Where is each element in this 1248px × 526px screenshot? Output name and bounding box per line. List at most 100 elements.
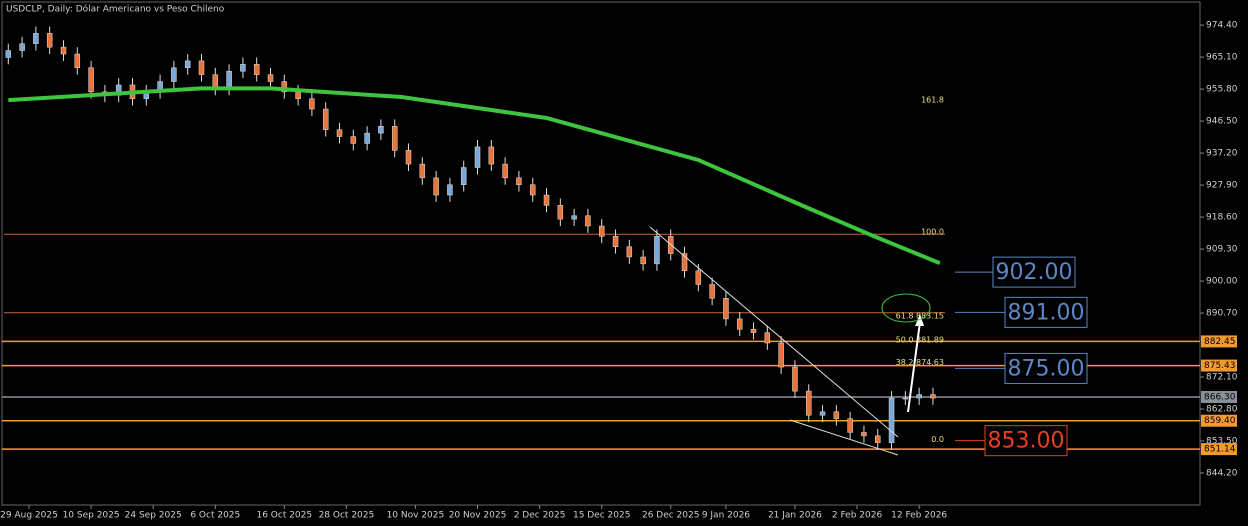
x-tick-label: 21 Jan 2026 [768,511,822,521]
target-box [984,425,1068,457]
y-tick-label: 918.60 [1206,213,1238,223]
fib-label: 38.2 874.63 [896,358,944,367]
target-label: 875.00 [1008,356,1085,381]
candle-body [212,74,219,89]
x-tick-label: 15 Dec 2025 [573,511,631,521]
candle-body [764,332,771,344]
highlight-ellipse [881,293,931,323]
candle-body [543,194,550,206]
candle-body [267,74,274,82]
candle-body [930,394,936,399]
candle-body [847,418,853,433]
candle-body [640,256,646,265]
candle-body [419,163,426,179]
candle-body [709,284,715,299]
candle-body [88,67,94,93]
candle-body [433,177,439,196]
level-label-box [1201,359,1237,372]
candle-body [805,390,812,416]
y-tick-label: 900.00 [1206,277,1238,287]
x-tick-label: 6 Oct 2025 [190,511,240,521]
x-tick-label: 2 Dec 2025 [514,511,566,521]
candle-body [447,184,453,196]
y-tick-label: 862.80 [1206,405,1238,415]
candle-body [792,366,798,392]
annotations [649,226,931,456]
fib-label: 161.8 [921,96,944,105]
y-tick-label: 872.10 [1206,373,1238,383]
candle-body [502,163,508,179]
y-tick-label: 946.50 [1206,117,1238,127]
y-tick-label: 974.40 [1206,21,1238,31]
candle-body [833,411,840,419]
level-label-box [1201,335,1237,348]
candle-body [874,435,881,443]
candle-body [695,270,702,285]
candle-body [46,33,53,48]
target-box [1004,296,1088,328]
x-tick-label: 28 Oct 2025 [319,511,375,521]
candle-body [571,215,577,220]
candle-body [654,236,660,265]
target-label: 902.00 [996,260,1073,285]
candle-body [626,246,633,258]
candle-body [681,253,688,271]
x-tick-label: 9 Jan 2026 [702,511,750,521]
candle-body [350,136,357,144]
target-box [992,256,1076,288]
level-label: 859.40 [1204,416,1236,426]
candle-body [226,70,232,89]
candle-body [281,81,288,93]
candle-body [253,64,260,75]
candle-body [612,236,619,247]
y-tick-label: 955.80 [1206,85,1238,95]
candle-body [750,328,757,333]
target-label: 853.00 [988,429,1065,454]
candle-body [516,177,522,185]
level-label: 882.45 [1204,337,1236,347]
x-tick-label: 12 Feb 2026 [891,511,947,521]
candle-body [557,205,564,220]
x-tick-label: 10 Sep 2025 [63,511,120,521]
candle-body [336,129,343,137]
candle-body [474,146,481,168]
trend-line [649,226,899,438]
candle-body [585,215,591,227]
candle-body [460,167,467,185]
candle-body [861,432,867,437]
moving-average [8,86,941,266]
candle-body [736,318,743,330]
fib-label: 100.0 [921,227,944,236]
x-tick-label: 20 Nov 2025 [449,511,507,521]
arrow [907,321,921,413]
x-tick-label: 24 Sep 2025 [125,511,182,521]
candle-body [74,53,81,69]
candle-body [5,50,12,58]
fib-label: 0.0 [931,435,944,444]
y-tick-label: 937.20 [1206,149,1238,159]
candle-body [364,132,370,144]
x-tick-label: 2 Feb 2026 [832,511,883,521]
chart-title: USDCLP, Daily: Dólar Americano vs Peso C… [6,4,225,15]
candle-body [19,43,25,51]
candle-body [529,184,536,196]
target-label: 891.00 [1008,300,1085,325]
candle-body [391,126,398,151]
candle-body [309,98,315,110]
candle-body [405,150,412,165]
level-label: 866.30 [1204,392,1236,402]
candle-body [488,146,495,165]
candle-body [819,411,826,416]
plot-frame [1,1,1201,506]
level-label-box [1201,390,1237,403]
candle-body [723,298,729,320]
candle-body [33,33,39,44]
candle-body [198,60,205,75]
candle-body [240,64,246,72]
y-tick-label: 909.30 [1206,245,1238,255]
y-tick-label: 927.90 [1206,181,1238,191]
x-tick-label: 16 Oct 2025 [256,511,312,521]
candle-body [888,397,895,443]
